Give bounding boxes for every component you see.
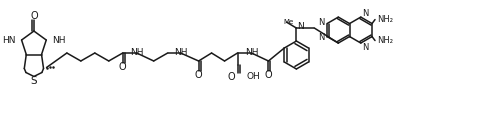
Text: OH: OH (246, 72, 260, 82)
Text: O: O (264, 70, 272, 80)
Text: Me: Me (283, 19, 293, 25)
Text: O: O (30, 11, 38, 21)
Text: O: O (119, 62, 126, 72)
Text: N: N (317, 18, 324, 27)
Text: O: O (194, 70, 202, 80)
Text: NH₂: NH₂ (376, 36, 392, 45)
Text: O: O (227, 72, 235, 82)
Text: N: N (361, 9, 367, 18)
Text: NH: NH (130, 47, 143, 57)
Text: S: S (31, 77, 37, 87)
Text: NH: NH (173, 47, 187, 57)
Text: N: N (361, 42, 367, 52)
Text: HN: HN (2, 35, 16, 45)
Text: N: N (317, 33, 324, 42)
Text: NH: NH (52, 35, 66, 45)
Text: NH: NH (244, 47, 258, 57)
Text: N: N (297, 22, 304, 31)
Text: NH₂: NH₂ (376, 15, 392, 24)
